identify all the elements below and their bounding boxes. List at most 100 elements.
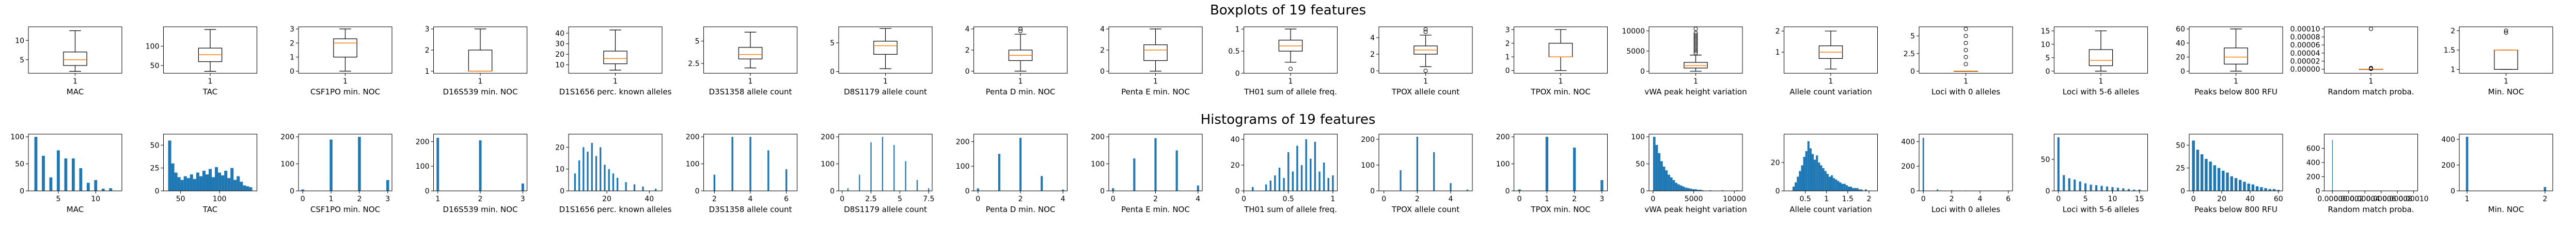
histogram-bar — [1265, 184, 1267, 191]
x-axis-label: Min. NOC — [2488, 87, 2524, 96]
histogram-bar — [42, 155, 45, 191]
y-tick-label: 20 — [555, 51, 564, 59]
histogram-bar — [1856, 188, 1859, 191]
y-tick-label: 60 — [2176, 25, 2185, 34]
x-tick-label: 0 — [2056, 195, 2061, 203]
x-axis-label: TPOX min. NOC — [1530, 205, 1590, 214]
outlier-point — [1693, 37, 1698, 41]
histogram-bar — [1824, 171, 1827, 191]
axes-frame — [298, 134, 392, 191]
x-axis-label: Random match proba. — [2328, 205, 2414, 214]
axes-frame — [568, 134, 663, 191]
y-tick-label: 2 — [1505, 40, 1510, 48]
histogram-bar — [1694, 189, 1697, 191]
histogram-bar — [1816, 155, 1818, 191]
y-tick-label: 1 — [1235, 25, 1240, 34]
y-tick-label: 30 — [555, 40, 564, 48]
histogram-panel: 0 200 400 0 2 4 6 Loci with 0 alleles — [1901, 134, 2013, 214]
outlier-point — [1693, 43, 1698, 47]
histogram-bar — [2205, 158, 2208, 191]
histogram-bar — [2074, 180, 2076, 191]
histogram-bar — [2200, 154, 2204, 191]
y-tick-label: 0 — [290, 187, 294, 196]
y-tick-label: 100 — [821, 160, 835, 169]
histogram-bar — [1518, 189, 1521, 191]
outlier-point — [1964, 34, 1968, 38]
x-axis-label: vWA peak height variation — [1644, 87, 1747, 96]
x-tick-label: 40 — [645, 195, 654, 203]
x-tick-label: 0.00004 — [2350, 195, 2380, 203]
y-tick-label: 4 — [965, 25, 970, 34]
outlier-point — [1693, 45, 1698, 50]
y-tick-label: 100 — [1631, 133, 1645, 141]
y-tick-label: 0.5 — [1228, 47, 1239, 56]
x-tick-label: 2 — [1153, 195, 1158, 203]
x-tick-label: 2 — [1018, 195, 1023, 203]
y-tick-label: 50 — [15, 160, 24, 169]
y-tick-label: 200 — [280, 133, 294, 141]
histogram-bar — [859, 174, 860, 191]
histogram-bar — [1845, 185, 1848, 191]
histogram-bar — [1653, 137, 1656, 191]
histogram-bar — [1828, 176, 1831, 191]
x-tick-label: 50 — [176, 195, 185, 203]
x-tick-label: 3 — [521, 195, 525, 203]
histogram-panel: 0 200 400 600 0.000000.000020.000040.000060.… — [2306, 134, 2429, 214]
histogram-bar — [71, 158, 75, 191]
outlier-point — [1964, 41, 1968, 45]
histogram-bar — [612, 173, 615, 191]
histogram-bar — [2127, 189, 2130, 191]
outlier-point — [2504, 30, 2508, 35]
histogram-bar — [1841, 184, 1844, 191]
histogram-bar — [1854, 188, 1857, 191]
y-tick-label: 100 — [416, 163, 430, 171]
histogram-bar — [583, 147, 585, 191]
histogram-bar — [246, 186, 249, 191]
histogram-bar — [1300, 165, 1303, 191]
x-tick-label: 5 — [2083, 195, 2088, 203]
histogram-bar — [1305, 139, 1307, 191]
histogram-bar — [2465, 137, 2469, 191]
y-tick-label: 40 — [555, 29, 564, 38]
x-axis-label: TPOX allele count — [1391, 205, 1459, 214]
histogram-bar — [785, 169, 788, 191]
histogram-panel: 0 50 0 5 10 15 Loci with 5-6 alleles — [2041, 134, 2148, 214]
x-axis-label: vWA peak height variation — [1644, 205, 1747, 214]
x-axis-label: TPOX min. NOC — [1530, 87, 1590, 96]
x-tick-label: 4 — [748, 195, 753, 203]
histogram-bar — [1545, 137, 1549, 191]
histogram-bar — [2272, 189, 2276, 191]
y-tick-label: 0 — [20, 187, 24, 196]
histogram-bar — [1573, 148, 1576, 191]
histogram-bar — [1278, 168, 1281, 191]
histogram-bar — [928, 188, 930, 191]
histogram-panel: 0 100 200 0 2 4 Penta E min. NOC — [1091, 133, 1203, 214]
histogram-bar — [1922, 138, 1924, 191]
x-axis-label: Penta D min. NOC — [986, 205, 1056, 214]
histogram-bar — [2238, 180, 2242, 191]
outlier-point — [1964, 62, 1968, 67]
x-axis-label: D3S1358 allele count — [709, 87, 792, 96]
histogram-bar — [1837, 181, 1840, 191]
y-tick-label: 50 — [150, 62, 160, 70]
histogram-bar — [2192, 140, 2195, 191]
x-tick-label: 1 — [613, 77, 618, 86]
outlier-point — [1693, 51, 1698, 55]
x-axis-label: Peaks below 800 RFU — [2194, 205, 2277, 214]
y-tick-label: 0 — [2451, 187, 2455, 196]
histogram-bar — [521, 183, 524, 191]
histogram-bar — [1811, 154, 1814, 191]
x-tick-label: 20 — [602, 195, 611, 203]
histogram-bar — [1665, 170, 1668, 191]
x-axis-label: Peaks below 800 RFU — [2194, 87, 2277, 96]
histogram-bar — [1721, 190, 1724, 191]
outlier-point — [1964, 48, 1968, 52]
histogram-bar — [1820, 165, 1823, 191]
histogram-bar — [2213, 165, 2217, 191]
histogram-bar — [2111, 187, 2114, 191]
